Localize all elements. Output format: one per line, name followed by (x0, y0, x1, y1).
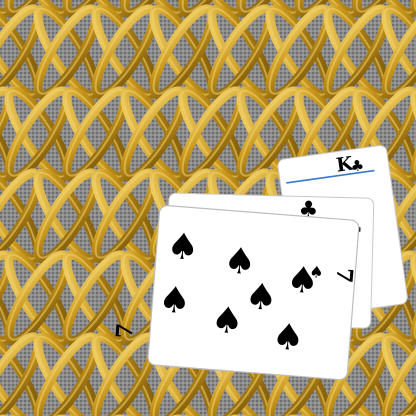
spade-icon: ♠ (285, 258, 320, 302)
mesh-link (352, 0, 416, 18)
mesh-link-highlight (354, 0, 415, 14)
mesh-link-highlight (93, 171, 154, 260)
mesh-link-highlight (0, 170, 39, 259)
mesh-link-highlight (35, 335, 96, 416)
mesh-link-highlight (152, 6, 213, 95)
spade-icon: ♠ (222, 239, 257, 283)
mesh-link-highlight (65, 252, 126, 341)
mesh-link-highlight (65, 0, 126, 13)
mesh-link-highlight (122, 0, 183, 14)
mesh-link-highlight (36, 170, 97, 259)
card-king-suit-icon: ♣ (349, 156, 365, 176)
spade-icon: ♠ (210, 298, 245, 342)
mesh-link-highlight (181, 0, 242, 13)
mesh-link (0, 332, 43, 416)
mesh-link-highlight (325, 7, 386, 96)
mesh-link-highlight (151, 7, 212, 96)
card-king-rank: K (335, 152, 356, 176)
mesh-link-highlight (210, 6, 271, 95)
mesh-link-highlight (6, 89, 67, 178)
mesh-link-highlight (64, 89, 125, 178)
mesh-link-highlight (64, 253, 125, 342)
mesh-link-highlight (0, 253, 9, 342)
mesh-link-highlight (65, 88, 126, 177)
mesh-link-highlight (355, 0, 416, 13)
mesh-link-highlight (326, 6, 387, 95)
mesh-link (120, 0, 188, 18)
mesh-link-highlight (36, 6, 97, 95)
mesh-link (62, 0, 130, 18)
mesh-link-highlight (0, 334, 39, 416)
mesh-link-highlight (122, 89, 183, 178)
mesh-link-highlight (36, 334, 97, 416)
mesh-link-highlight (268, 6, 329, 95)
mesh-link-highlight (6, 253, 67, 342)
mesh-link-highlight (35, 171, 96, 260)
mesh-link-highlight (239, 0, 300, 13)
mesh-link-highlight (35, 7, 96, 96)
mesh-link-highlight (238, 0, 299, 14)
card-seven-rank-top: 7 (330, 267, 357, 284)
mesh-link-highlight (0, 6, 39, 95)
mesh-link-highlight (7, 252, 68, 341)
spade-icon: ♠ (243, 275, 278, 319)
card-seven-index-suit-icon: ♠ (309, 262, 325, 282)
mesh-link-highlight (0, 171, 38, 260)
mesh-link-highlight (6, 0, 67, 14)
mesh-link (178, 0, 246, 18)
mesh-link-highlight (296, 0, 357, 14)
mesh-link-highlight (181, 88, 242, 177)
mesh-link-highlight (239, 88, 300, 177)
spade-icon: ♠ (165, 225, 200, 269)
mesh-link-highlight (93, 7, 154, 96)
mesh-link-highlight (7, 0, 68, 13)
mesh-link (4, 0, 72, 18)
mesh-link-highlight (93, 335, 154, 416)
mesh-link-highlight (0, 0, 9, 14)
mesh-link-highlight (297, 0, 358, 13)
mesh-link-highlight (180, 89, 241, 178)
mesh-link-highlight (0, 89, 9, 178)
card-seven-pips: ♠ ♠ ♠ ♠ ♠ ♠ ♠ (157, 225, 320, 360)
card-seven-rank-bottom: 7 (111, 322, 138, 339)
mesh-link-highlight (0, 7, 38, 96)
mesh-link-highlight (180, 0, 241, 14)
mesh-link-highlight (0, 335, 38, 416)
mesh-link (236, 0, 304, 18)
mesh-link-highlight (267, 7, 328, 96)
mesh-link-highlight (64, 0, 125, 14)
mesh-link-highlight (7, 88, 68, 177)
mesh-link-highlight (383, 7, 416, 96)
mesh-link-highlight (123, 88, 184, 177)
mesh-link-highlight (123, 0, 184, 13)
mesh-link-highlight (384, 334, 416, 416)
mesh-link-highlight (354, 89, 415, 178)
mesh-link-highlight (0, 252, 10, 341)
spade-icon: ♠ (270, 315, 305, 359)
mesh-link-highlight (209, 7, 270, 96)
mesh-link-highlight (94, 6, 155, 95)
mesh-link-highlight (384, 6, 416, 95)
mesh-link (294, 0, 362, 18)
mesh-link-highlight (383, 335, 416, 416)
spade-icon: ♠ (157, 278, 192, 322)
mesh-link-highlight (94, 170, 155, 259)
mesh-link-highlight (0, 88, 10, 177)
